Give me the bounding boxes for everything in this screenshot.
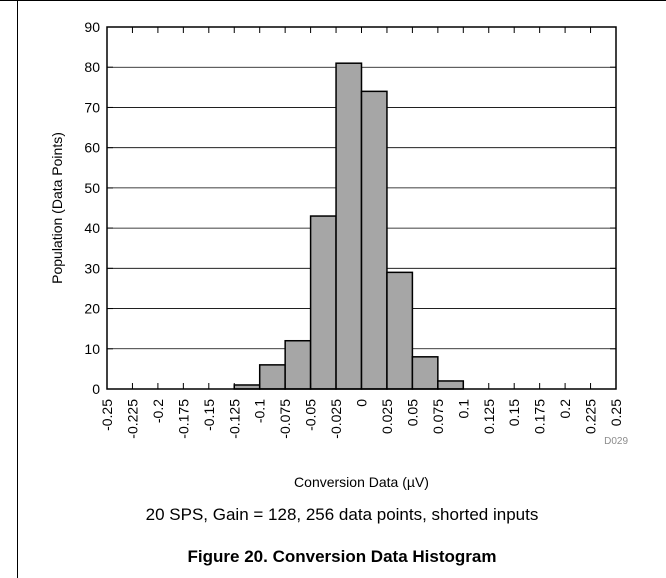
y-tick-label: 90 — [84, 19, 100, 35]
x-tick-label: 0.175 — [532, 399, 548, 434]
figure-title: Figure 20. Conversion Data Histogram — [187, 547, 497, 566]
histogram-bar — [360, 90, 388, 390]
x-tick-label: -0.1 — [252, 399, 268, 423]
y-tick-label: 40 — [84, 220, 100, 236]
y-tick-label: 30 — [84, 260, 100, 276]
y-tick-label: 50 — [84, 180, 100, 196]
x-tick-label: 0.05 — [404, 399, 420, 426]
x-tick-label: 0.075 — [430, 399, 446, 434]
x-tick-label: 0.125 — [481, 399, 497, 434]
x-tick-label: 0.025 — [379, 399, 395, 434]
x-tick-label: 0.25 — [608, 399, 624, 426]
histogram-bar — [335, 62, 363, 390]
y-tick-label: 20 — [84, 301, 100, 317]
x-tick-label: -0.175 — [175, 399, 191, 439]
y-tick-label: 60 — [84, 140, 100, 156]
figure-code: D029 — [604, 436, 628, 447]
histogram-bar — [258, 364, 286, 390]
x-tick-label: 0.225 — [583, 399, 599, 434]
chart-subtitle: 20 SPS, Gain = 128, 256 data points, sho… — [145, 505, 539, 524]
frame-top-border — [0, 0, 666, 1]
x-tick-label: -0.15 — [201, 399, 217, 431]
histogram-bar — [284, 339, 312, 390]
histogram-bar — [437, 380, 465, 390]
x-tick-label: -0.225 — [124, 399, 140, 439]
histogram-chart: 0 10 20 30 40 50 60 70 80 90 -0.25 -0.225 -0.2 -0.17… — [49, 19, 628, 490]
x-tick-label: -0.2 — [150, 399, 166, 423]
y-tick-label: 80 — [84, 59, 100, 75]
x-tick-label: -0.25 — [99, 399, 115, 431]
x-tick-label: -0.05 — [303, 399, 319, 431]
x-tick-label: 0.1 — [455, 399, 471, 419]
y-tick-label: 0 — [92, 381, 100, 397]
x-tick-label: 0 — [354, 399, 370, 407]
y-tick-label: 70 — [84, 99, 100, 115]
y-axis-label: Population (Data Points) — [49, 132, 65, 284]
y-tick-labels: 0 10 20 30 40 50 60 70 80 90 — [84, 19, 100, 397]
histogram-bar — [411, 356, 439, 390]
frame-left-border — [17, 0, 18, 578]
x-tick-label: 0.15 — [506, 399, 522, 426]
histogram-bar — [386, 271, 414, 390]
histogram-bar — [309, 215, 337, 390]
bars — [233, 62, 465, 390]
x-tick-label: 0.2 — [557, 399, 573, 419]
x-tick-label: -0.125 — [226, 399, 242, 439]
x-tick-label: -0.075 — [277, 399, 293, 439]
tick-marks — [106, 26, 617, 390]
x-axis-label: Conversion Data (µV) — [294, 474, 429, 490]
y-tick-label: 10 — [84, 341, 100, 357]
x-tick-labels: -0.25 -0.225 -0.2 -0.175 -0.15 -0.125 -0.1 -0.0… — [99, 399, 624, 439]
x-tick-label: -0.025 — [328, 399, 344, 439]
